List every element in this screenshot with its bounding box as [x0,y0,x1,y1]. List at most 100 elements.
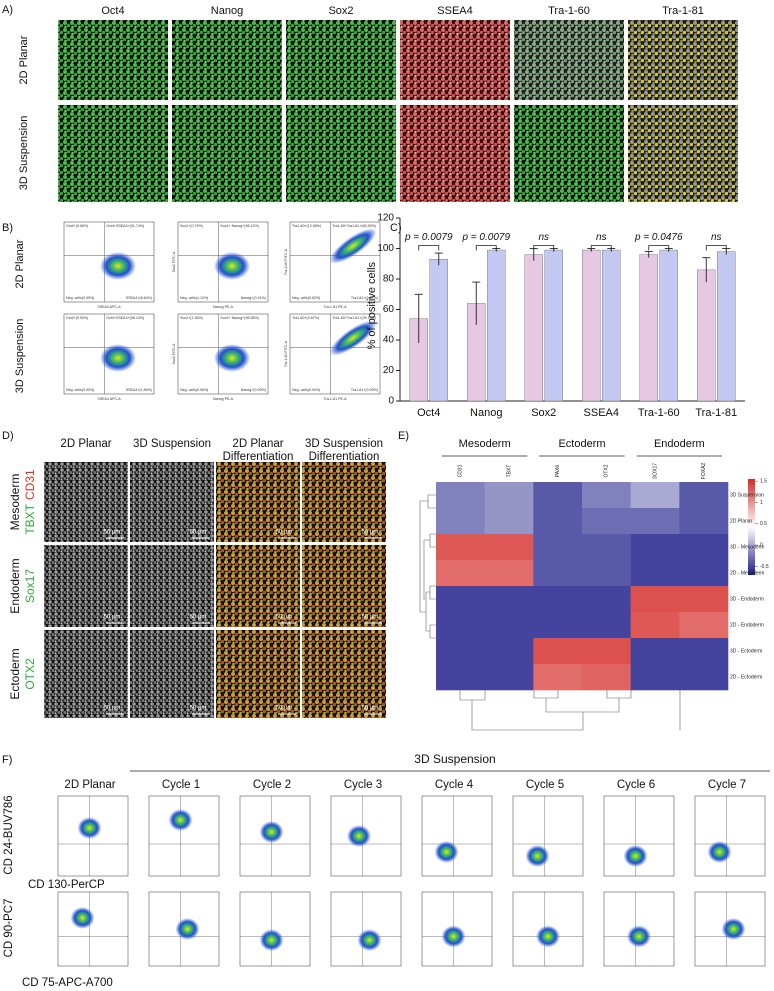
heatmap-cell [484,612,534,639]
y-axis-title: Tra-1-60 FITC-A [284,248,288,275]
row-label: 2D - Endoderm [730,622,764,628]
significance-label: p = 0.0476 [634,232,683,243]
heatmap-cell [533,612,583,639]
quadrant-label: Sox2+(1.36%) [180,316,203,320]
heatmap-cell [436,482,485,509]
cell-density [707,841,732,863]
heatmap-cell [484,482,534,509]
marker-label: Sox17 [23,569,37,603]
marker-name: OTX2 [23,658,37,690]
significance-bracket [705,245,727,251]
panel-label: D) [2,430,14,442]
column-header: Tra-1-81 [662,5,704,17]
quadrant-label: Oct4+(0.06%) [66,224,88,228]
flow-plot [512,795,584,877]
x-axis-title: Tra-1-81 PE-A [323,397,347,401]
heatmap-cell [630,612,680,639]
colorbar-tick-label: -0.5 [760,564,769,570]
micrograph [628,20,738,100]
cell-density [357,929,382,952]
quadrant-label: Oct4+SSEA4+(91.74%) [106,224,144,228]
scale-bar-label: 50 μm [276,706,293,712]
heatmap-cell [436,534,485,561]
x-axis-title: SSEA4 APC-A [97,397,121,401]
column-header: 2D Planar [60,438,111,450]
marker-name: Sox17 [23,569,37,603]
x-axis-title: CD 130-PerCP [28,879,105,891]
colorbar-tick-label: 1 [760,500,763,506]
row-label: 2D Planar [14,239,26,288]
flow-plot [57,795,129,877]
heatmap-cell [436,560,485,587]
heatmap-cell [630,560,680,587]
bar [487,249,506,402]
group-label: Mesoderm [459,438,511,450]
column-header: Cycle 2 [253,779,291,791]
column-header: 2D Planar [232,438,283,450]
quadrant-label: Oct4+SSEA4+(98.13%) [106,316,144,320]
heatmap-cell [533,638,583,665]
micrograph [216,630,300,718]
x-tick-label: Tra-1-60 [638,407,680,419]
y-axis-title: Tra-1-60 FITC-A [284,340,288,367]
quadrant-label: Tra1-81+(0.00%) [351,388,378,392]
column-header: Oct4 [101,5,124,17]
panel-label: F) [2,754,12,766]
significance-label: ns [711,232,722,243]
quadrant-label: Neg. cells(1.12%) [180,296,208,300]
bar [602,249,621,402]
colorbar-tick-label: 0.5 [760,521,767,527]
micrograph [302,545,386,627]
quadrant-label: Sox2+ Nanog+(98.12%) [220,224,259,228]
error-bar [434,252,443,266]
column-header: 2D Planar [64,779,115,791]
quadrant-label: Neg. cells(0.06%) [180,388,208,392]
micrograph [44,462,128,542]
heatmap-cell [533,508,583,535]
cell-density [329,228,377,264]
marker-label: OTX2 [23,658,37,690]
quadrant-label: Neg. cells(0.00%) [66,388,94,392]
colorbar-tick-label: 0 [760,542,763,548]
micrograph [44,630,128,718]
heatmap-cell [582,586,631,613]
marker-name: TBXT [23,503,37,534]
bar [697,269,716,402]
quadrant-label: Oct4+(0.00%) [66,316,88,320]
cell-density [70,906,95,929]
cell-density [259,929,284,952]
row-label: 2D - Mesoderm [730,570,764,576]
heatmap-cell [533,560,583,587]
heatmap-cell [436,508,485,535]
y-tick-label: 100 [377,243,394,254]
x-axis-title: SSEA4 APC-A [97,305,121,309]
heatmap-cell [436,664,485,691]
row-label: 3D Suspension [730,492,764,498]
x-axis-title: CD 75-APC-A700 [22,977,113,989]
cell-density [168,809,193,831]
y-axis-title: Sox2 FITC-A [172,343,176,364]
cell-density [175,918,200,940]
significance-label: p = 0.0079 [461,232,510,243]
y-axis-title: CD 24-BUV786 [3,795,15,874]
bar [544,249,563,402]
panel-label: E) [398,430,409,442]
column-header: Cycle 4 [435,779,474,791]
significance-bracket [475,245,497,251]
row-label: Ectoderm [8,648,22,699]
column-header: Tra-1-60 [548,5,590,17]
marker-name: CD31 [23,469,37,500]
heatmap-cell [582,664,631,691]
bar [524,254,543,402]
quadrant-label: Neg. cells(0.00%) [292,388,320,392]
heatmap-cell [582,482,631,509]
heatmap-cell [436,638,485,665]
heatmap-cell [679,664,729,691]
y-axis-title: CD 90-PC7 [3,899,15,958]
heatmap-cell [533,534,583,561]
cell-density [259,821,284,843]
heatmap-cell [533,664,583,691]
micrograph [58,20,168,100]
y-tick-label: 60 [383,304,395,315]
